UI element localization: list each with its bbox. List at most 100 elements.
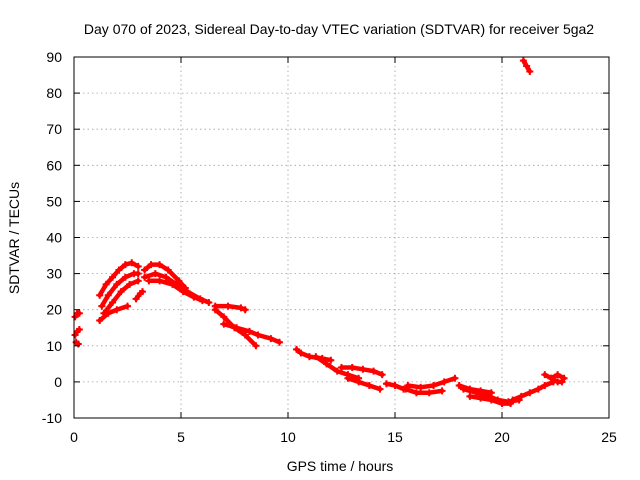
data-point xyxy=(523,62,531,70)
data-point xyxy=(190,293,198,301)
data-point xyxy=(412,389,420,397)
data-point xyxy=(109,273,117,281)
data-point xyxy=(275,338,283,346)
y-tick-label: 60 xyxy=(46,157,62,173)
data-point xyxy=(547,374,555,382)
data-point xyxy=(96,291,104,299)
x-tick-label: 5 xyxy=(177,429,185,445)
data-point xyxy=(451,374,459,382)
data-point xyxy=(378,371,386,379)
data-series xyxy=(71,57,568,408)
data-point xyxy=(541,382,549,390)
data-point xyxy=(156,277,164,285)
data-point xyxy=(71,331,79,339)
data-point xyxy=(425,389,433,397)
data-point xyxy=(162,273,170,281)
y-tick-label: 0 xyxy=(54,374,62,390)
data-point xyxy=(237,304,245,312)
data-series-arc-17 xyxy=(338,363,386,379)
data-point xyxy=(254,331,262,339)
data-point xyxy=(205,298,213,306)
data-point xyxy=(75,326,83,334)
data-series-arc-3 xyxy=(72,338,82,348)
data-series-arc-27 xyxy=(547,371,568,382)
x-tick-label: 25 xyxy=(601,429,617,445)
data-series-arc-6 xyxy=(98,270,142,310)
data-point xyxy=(134,277,142,285)
data-point xyxy=(156,261,164,269)
data-point xyxy=(233,324,241,332)
data-point xyxy=(134,262,142,270)
data-point xyxy=(472,389,480,397)
data-point xyxy=(404,382,412,390)
data-point xyxy=(438,387,446,395)
data-point xyxy=(96,317,104,325)
data-point xyxy=(113,280,121,288)
x-tick-label: 15 xyxy=(387,429,403,445)
data-point xyxy=(126,280,134,288)
data-point xyxy=(168,280,176,288)
data-point xyxy=(224,302,232,310)
data-point xyxy=(504,398,512,406)
data-point xyxy=(402,385,410,393)
data-series-arc-25 xyxy=(509,378,557,404)
data-series-arc-9 xyxy=(141,261,189,292)
data-series-arc-8 xyxy=(132,288,146,303)
data-point xyxy=(359,365,367,373)
data-point xyxy=(526,67,534,75)
data-series-arc-24 xyxy=(459,385,523,406)
data-point xyxy=(485,392,493,400)
grid xyxy=(74,57,609,418)
data-point xyxy=(241,331,249,339)
y-tick-label: 40 xyxy=(46,230,62,246)
data-series-arc-2 xyxy=(71,326,83,339)
data-series-arc-1 xyxy=(71,309,83,321)
data-point xyxy=(75,309,83,317)
data-point xyxy=(519,57,527,65)
data-point xyxy=(121,261,129,269)
data-point xyxy=(348,363,356,371)
data-point xyxy=(323,360,331,368)
data-point xyxy=(71,313,79,321)
data-point xyxy=(267,335,275,343)
data-point xyxy=(338,363,345,371)
data-point xyxy=(305,353,313,361)
data-point xyxy=(132,295,140,303)
data-point xyxy=(382,380,390,388)
data-series-arc-4 xyxy=(96,302,131,325)
data-point xyxy=(179,288,187,296)
x-tick-label: 10 xyxy=(280,429,296,445)
data-point xyxy=(220,313,228,321)
data-series-arc-21 xyxy=(404,374,459,391)
data-point xyxy=(417,383,425,391)
data-series-arc-15 xyxy=(293,345,335,364)
data-point xyxy=(102,280,110,288)
data-point xyxy=(327,356,335,364)
data-point xyxy=(245,327,253,335)
data-point xyxy=(466,392,474,400)
data-point xyxy=(151,270,159,278)
data-point xyxy=(124,302,131,310)
data-point xyxy=(376,385,384,393)
x-tick-labels: 0 5 10 15 20 25 xyxy=(70,429,617,445)
data-point xyxy=(104,291,112,299)
data-point xyxy=(220,320,228,328)
data-point xyxy=(293,345,301,353)
data-point xyxy=(440,378,448,386)
data-point xyxy=(494,396,502,404)
data-point xyxy=(517,392,525,400)
data-point xyxy=(109,298,117,306)
data-point xyxy=(297,349,305,357)
data-point xyxy=(241,306,249,314)
data-point xyxy=(430,382,438,390)
data-point xyxy=(355,378,363,386)
data-point xyxy=(74,340,82,348)
y-tick-label: 20 xyxy=(46,302,62,318)
data-point xyxy=(198,297,206,305)
data-point xyxy=(560,374,568,382)
data-series-arc-5 xyxy=(96,259,142,299)
data-point xyxy=(509,396,517,404)
y-tick-label: 30 xyxy=(46,266,62,282)
y-tick-label: 10 xyxy=(46,338,62,354)
